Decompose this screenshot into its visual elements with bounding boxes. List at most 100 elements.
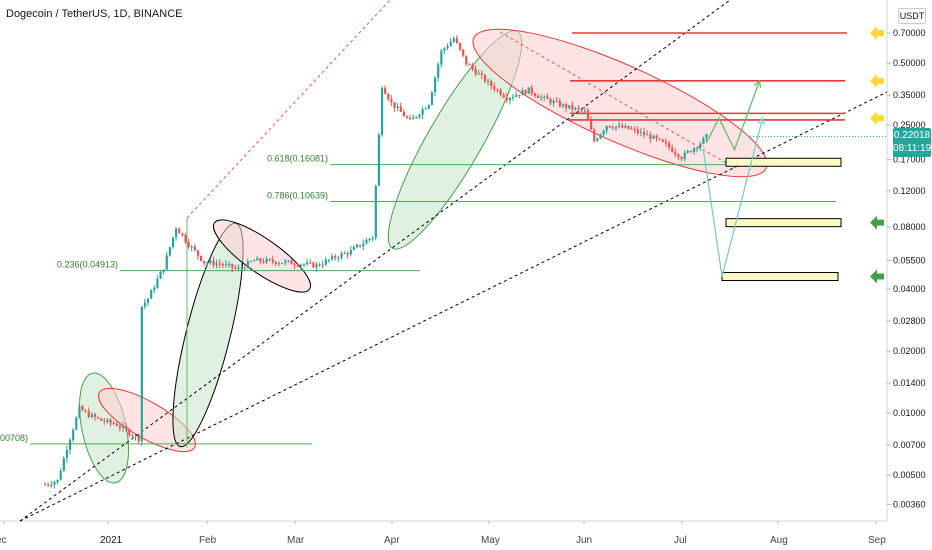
candle-body [409,117,412,120]
candle-body [630,128,633,130]
candle-body [159,271,162,279]
candle [90,412,93,419]
price-tick-label: 0.17000 [893,155,926,165]
candle [125,423,128,432]
candle [515,91,518,98]
price-tick-label: 0.00360 [893,499,926,509]
candle [546,93,549,100]
candle [302,263,306,268]
price-tick-label: 0.70000 [893,28,926,38]
candle-body [458,42,462,50]
candle [359,244,362,248]
candle [530,84,533,97]
candle [253,258,256,262]
candle-body [618,125,621,127]
candle [577,105,580,113]
candle [159,271,162,280]
candle-body [512,96,515,98]
candle-body [68,439,72,450]
candle [643,128,646,139]
candle [668,140,671,151]
candle-body [621,125,624,128]
candle [630,125,633,131]
candle [53,480,56,489]
candle-body [75,417,78,430]
candle [677,153,680,161]
candle [356,243,359,249]
candle [65,445,69,463]
candle-body [306,262,309,265]
candle [221,261,225,269]
candle-body [674,152,677,155]
channel-line [186,0,391,219]
candle-body [231,263,234,268]
candle-body [402,111,405,117]
candle [558,98,561,108]
candle [249,260,253,263]
candle-body [568,105,571,109]
candle [374,184,377,241]
candle-body [480,73,483,75]
candle [387,92,390,102]
candle-body [118,425,122,428]
candle [430,90,434,106]
candle-body [93,414,97,418]
candle-body [237,267,240,269]
candle [47,482,50,488]
time-tick-label: 2021 [100,535,123,546]
candle-body [193,246,196,251]
candle [178,227,181,234]
candle [446,43,449,51]
candle [652,134,655,139]
candle [524,89,527,96]
candle [412,114,415,120]
candle-body [415,116,418,118]
candle-body [106,419,109,422]
candle [683,150,686,162]
candle-body [434,77,437,93]
candle [281,262,284,264]
candle-body [608,125,611,128]
candle [140,306,143,446]
time-tick-label: Jun [576,535,592,546]
time-tick-label: Sep [868,535,886,546]
candle-body [565,104,568,109]
candle-body [65,449,69,459]
candle-body [527,87,530,94]
candle-body [221,264,225,266]
fib-level-label: 0.786(0.10639) [267,191,328,201]
candle [259,257,262,265]
candle [384,85,387,95]
candle [306,258,309,266]
candle-body [518,94,521,96]
candle [421,106,424,120]
candle [299,263,303,270]
candle [602,129,605,137]
candle-body [636,129,639,133]
candle [686,149,689,154]
candle [440,48,443,68]
candle-body [44,484,47,486]
candle [343,251,346,254]
candle-body [530,87,533,94]
candle [337,256,340,262]
candle-body [593,129,596,141]
candle-body [399,106,402,112]
candle [646,130,649,136]
candle-body [62,458,65,471]
candle-body [580,109,583,111]
pattern-ellipse [212,219,312,293]
candle-body [356,244,359,248]
price-tick-label: 0.25000 [893,120,926,130]
candle [593,127,596,143]
candle [112,420,115,426]
candle-body [664,141,668,144]
candle [215,259,218,269]
currency-badge[interactable]: USDT [898,8,926,24]
candle-body [465,55,468,65]
candle-body [59,470,62,480]
candle [471,62,474,72]
candle [212,256,215,269]
candle-body [209,260,212,263]
